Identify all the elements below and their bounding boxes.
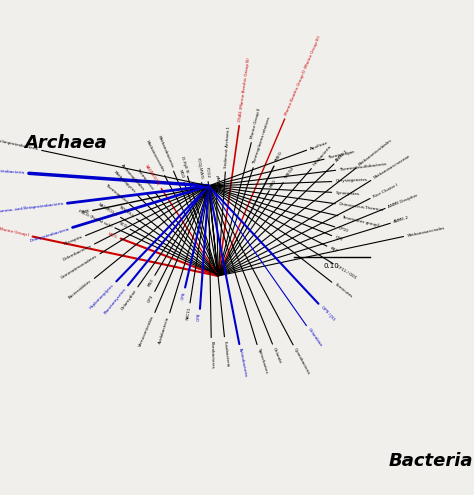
Text: Acidobacteria: Acidobacteria <box>158 316 171 344</box>
Text: Thermotogae: Thermotogae <box>327 150 355 160</box>
Text: TM8: TM8 <box>80 209 90 215</box>
Text: Deinococcus-Thermus: Deinococcus-Thermus <box>339 202 384 212</box>
Text: Chlorobi: Chlorobi <box>272 347 282 364</box>
Text: PB7: PB7 <box>329 246 338 253</box>
Text: Fibrobacteres: Fibrobacteres <box>210 341 214 369</box>
Text: Marine Group I: Marine Group I <box>0 228 29 238</box>
Text: Haplomonplytes: Haplomonplytes <box>89 283 115 309</box>
Text: Thermococci: Thermococci <box>136 167 155 191</box>
Text: Deltaproteobacteria: Deltaproteobacteria <box>29 227 70 243</box>
Text: Rice Cluster I: Rice Cluster I <box>373 183 399 198</box>
Text: Methanosarcinales: Methanosarcinales <box>407 226 445 238</box>
Text: OP9 / JS1: OP9 / JS1 <box>319 305 335 321</box>
Text: OP8: OP8 <box>197 312 202 321</box>
Text: ANME Decipher: ANME Decipher <box>388 193 419 209</box>
Text: Nitrospira: Nitrospira <box>63 235 83 247</box>
Text: MKG: MKG <box>270 178 278 189</box>
Text: Thermodesulfobacteria: Thermodesulfobacteria <box>339 162 387 172</box>
Text: CF11 / OD1: CF11 / OD1 <box>335 264 357 280</box>
Text: Methanosarcinaceae: Methanosarcinaceae <box>373 154 411 180</box>
Text: TMEG2: TMEG2 <box>284 167 295 181</box>
Text: Tenericutes group1: Tenericutes group1 <box>341 215 380 227</box>
Text: Fusobacteria: Fusobacteria <box>223 340 229 367</box>
Text: Synergistes: Synergistes <box>335 191 359 196</box>
Text: Methanopyrus: Methanopyrus <box>113 171 137 194</box>
Text: Chlamydiae: Chlamydiae <box>120 289 137 311</box>
Text: Bacteria: Bacteria <box>389 452 473 470</box>
Text: GP3: GP3 <box>147 294 155 303</box>
Text: SAGMCG-1: SAGMCG-1 <box>97 202 118 217</box>
Text: Chlorobiae: Chlorobiae <box>307 328 323 348</box>
Text: OP6: OP6 <box>181 291 186 300</box>
Text: Actinobacteria: Actinobacteria <box>238 347 248 377</box>
Text: Gamma- and Betaproteobacteria: Gamma- and Betaproteobacteria <box>0 201 64 214</box>
Text: MG1: MG1 <box>178 169 184 180</box>
Text: Planctomycetes: Planctomycetes <box>103 287 127 315</box>
Text: Sediment Archaea-1: Sediment Archaea-1 <box>224 126 230 168</box>
Text: ANME-2: ANME-2 <box>393 215 410 224</box>
Text: Halobacteria: Halobacteria <box>312 145 332 167</box>
Text: D-HyE B: D-HyE B <box>180 156 188 173</box>
Text: SCG: SCG <box>118 222 128 229</box>
Text: MCG: MCG <box>108 232 118 239</box>
Text: 0.10: 0.10 <box>324 263 340 269</box>
Text: Aquificae: Aquificae <box>310 141 328 151</box>
Text: pMC2: pMC2 <box>214 175 219 187</box>
Text: Marine Group II: Marine Group II <box>250 108 262 140</box>
Text: Bacteroidetes: Bacteroidetes <box>68 279 93 300</box>
Text: ANME-1: ANME-1 <box>335 149 350 163</box>
Text: Epsilonproteobacteria: Epsilonproteobacteria <box>0 138 38 151</box>
Text: Methanomicrobiales: Methanomicrobiales <box>358 139 393 167</box>
Text: OP1: OP1 <box>334 235 344 242</box>
Text: Cyanobacteria: Cyanobacteria <box>293 347 310 376</box>
Text: Thermoprotei: Thermoprotei <box>104 183 128 203</box>
Text: Spirochaetes: Spirochaetes <box>256 347 268 374</box>
Text: NKC11: NKC11 <box>185 306 191 320</box>
Text: Deferribacteres: Deferribacteres <box>62 244 92 262</box>
Text: DSA5 (Marine Benthic Group B): DSA5 (Marine Benthic Group B) <box>237 57 251 122</box>
Text: SAGMEG1SJ: SAGMEG1SJ <box>144 164 161 187</box>
Text: TMEG: TMEG <box>274 151 283 164</box>
Text: Chrysiogenetes: Chrysiogenetes <box>336 178 367 184</box>
Text: Marine Benthic Group D (Marine Group III): Marine Benthic Group D (Marine Group III… <box>284 35 322 116</box>
Text: Verrucomicrobia: Verrucomicrobia <box>138 315 155 347</box>
Text: YSY-99-h: YSY-99-h <box>118 205 135 218</box>
Text: FCG2: FCG2 <box>205 167 210 178</box>
Text: MS3: MS3 <box>146 278 155 287</box>
Text: Thermoplasma relatives: Thermoplasma relatives <box>253 116 272 165</box>
Text: Methanobacteria: Methanobacteria <box>157 135 174 168</box>
Text: Alphaproteobacteria: Alphaproteobacteria <box>0 168 25 175</box>
Text: Gemmatimonadetes: Gemmatimonadetes <box>60 254 98 280</box>
Text: FCGJ-MWG: FCGJ-MWG <box>195 157 203 179</box>
Text: OP10: OP10 <box>338 226 349 233</box>
Text: Archaeoglobales: Archaeoglobales <box>120 164 146 192</box>
Text: Methanococcales: Methanococcales <box>145 140 164 173</box>
Text: FSCG (Forest sub): FSCG (Forest sub) <box>77 209 112 228</box>
Text: Firmicutes: Firmicutes <box>334 283 353 299</box>
Text: Archaea: Archaea <box>24 134 107 152</box>
